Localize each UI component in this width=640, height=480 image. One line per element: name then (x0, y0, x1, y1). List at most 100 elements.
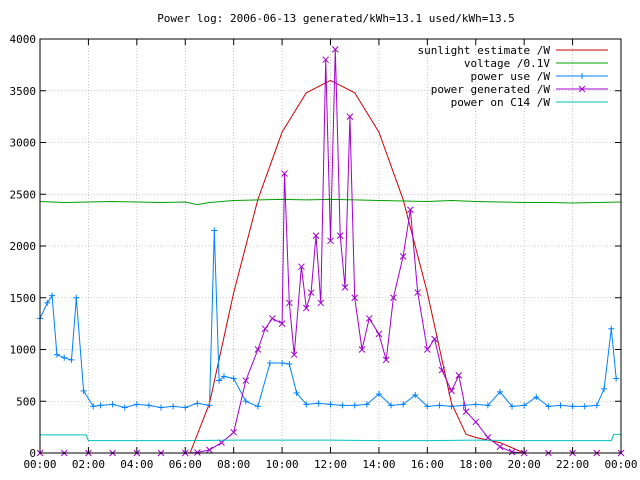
data-point (145, 402, 152, 409)
data-point (285, 299, 293, 307)
data-point (557, 402, 564, 409)
data-point (230, 375, 237, 382)
series-4 (40, 433, 621, 442)
series-line (39, 198, 622, 206)
legend-label: power on C14 /W (451, 96, 551, 109)
x-tick-label: 16:00 (411, 458, 444, 471)
data-point (462, 408, 470, 415)
plot-frame (39, 38, 622, 454)
data-point (121, 404, 128, 411)
data-point (455, 372, 463, 379)
data-point (423, 346, 431, 353)
data-point (312, 232, 320, 240)
legend-label: power generated /W (431, 83, 551, 96)
y-tick-label: 4000 (10, 33, 37, 46)
data-point (206, 402, 213, 409)
y-tick-label: 3000 (10, 137, 37, 150)
series-0 (189, 79, 525, 454)
data-point (61, 354, 68, 361)
data-point (545, 403, 552, 410)
data-point (341, 284, 349, 291)
x-tick-label: 00:00 (604, 458, 637, 471)
data-point (216, 377, 223, 384)
data-point (254, 346, 262, 353)
y-tick-label: 0 (29, 447, 36, 460)
y-tick-label: 2500 (10, 188, 37, 201)
data-point (206, 446, 213, 454)
data-point (448, 387, 455, 395)
y-tick-label: 2000 (10, 240, 37, 253)
data-point (242, 398, 249, 405)
data-point (472, 401, 479, 408)
data-point (298, 263, 305, 271)
y-tick-label: 1000 (10, 344, 37, 357)
data-point (375, 391, 382, 398)
series-line (40, 433, 621, 442)
data-point (363, 401, 370, 408)
series-layer (36, 45, 625, 457)
legend-label: power use /W (471, 70, 551, 83)
data-point (484, 434, 492, 441)
data-point (460, 402, 467, 409)
data-point (68, 356, 75, 363)
data-point (412, 392, 419, 399)
series-1 (39, 198, 622, 206)
data-point (170, 403, 177, 410)
data-point (407, 206, 414, 214)
x-tick-label: 02:00 (72, 458, 105, 471)
data-point (390, 294, 397, 302)
data-point (431, 335, 438, 343)
data-point (290, 351, 298, 359)
data-point (336, 232, 344, 240)
data-point (211, 227, 218, 234)
data-point (269, 315, 276, 322)
data-point (97, 402, 104, 409)
data-point (613, 375, 620, 382)
axis-ticks: 0 500 1000 1500 2000 2500 3000 3500 4000 00:00 02:… (10, 33, 638, 471)
x-tick-label: 12:00 (314, 458, 347, 471)
chart-title: Power log: 2006-06-13 generated/kWh=13.1… (157, 12, 515, 25)
data-point (303, 401, 310, 408)
data-point (327, 401, 334, 408)
data-point (569, 403, 576, 410)
data-point (53, 351, 60, 358)
data-point (230, 428, 238, 436)
data-point (242, 377, 250, 384)
data-point (315, 400, 322, 407)
data-point (307, 289, 315, 296)
data-point (601, 385, 608, 392)
data-point (73, 294, 80, 301)
data-point (365, 315, 373, 322)
x-tick-label: 00:00 (23, 458, 56, 471)
data-point (286, 360, 293, 367)
data-point (90, 403, 97, 410)
data-point (80, 387, 87, 394)
data-point (266, 359, 273, 366)
data-point (521, 402, 528, 409)
data-point (399, 252, 407, 260)
data-point (438, 366, 446, 374)
data-point (351, 402, 358, 409)
legend-sample-marker (578, 85, 586, 93)
data-point (484, 402, 491, 409)
data-point (281, 170, 288, 177)
data-point (496, 443, 504, 451)
series-2 (37, 227, 620, 411)
data-point (472, 418, 480, 426)
data-point (293, 389, 300, 396)
data-point (194, 400, 201, 407)
data-point (331, 45, 339, 53)
data-point (109, 401, 116, 408)
series-3 (36, 45, 625, 457)
x-tick-label: 10:00 (266, 458, 299, 471)
data-point (358, 346, 366, 353)
data-point (400, 401, 407, 408)
data-point (322, 56, 330, 64)
data-point (279, 359, 286, 366)
y-tick-label: 1500 (10, 292, 37, 305)
data-point (327, 237, 334, 245)
legend-label: voltage /0.1V (464, 57, 550, 70)
data-point (496, 388, 503, 395)
data-point (278, 320, 286, 327)
